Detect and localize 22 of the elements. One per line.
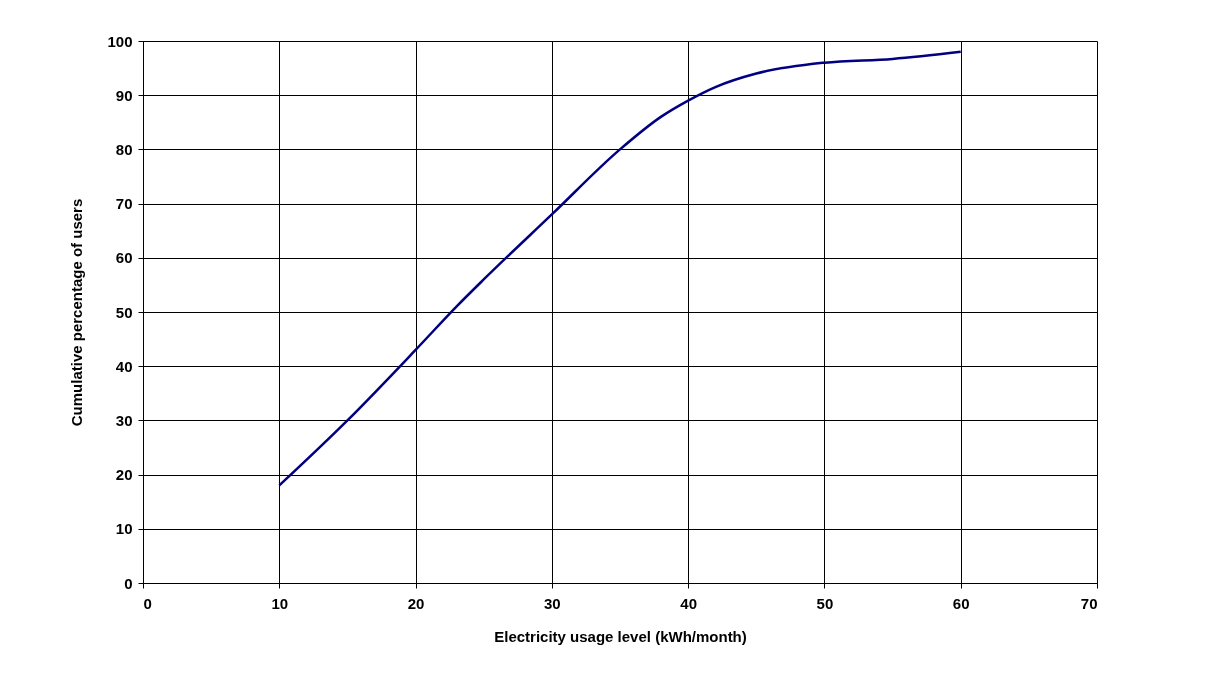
x-tick-label: 0 xyxy=(143,594,152,612)
x-tick-label: 10 xyxy=(271,594,289,612)
y-tick-label: 20 xyxy=(115,466,133,484)
y-tick-label: 100 xyxy=(107,32,133,50)
line-series xyxy=(278,50,962,487)
y-axis-title: Cumulative percentage of users xyxy=(68,198,86,427)
x-axis-title: Electricity usage level (kWh/month) xyxy=(494,627,747,645)
y-tick-label: 90 xyxy=(115,86,133,104)
y-tick-label: 50 xyxy=(115,303,133,321)
x-tick-label: 30 xyxy=(544,594,561,612)
y-tick-label: 40 xyxy=(115,357,133,375)
y-tick-label: 30 xyxy=(115,411,133,429)
y-tick-label: 60 xyxy=(115,249,133,267)
x-tick-label: 60 xyxy=(952,594,970,612)
y-tick-label: 0 xyxy=(124,574,133,592)
y-tick-label: 80 xyxy=(115,140,133,158)
y-tick-label: 10 xyxy=(115,520,133,538)
x-tick-label: 70 xyxy=(1080,594,1098,612)
x-tick-label: 20 xyxy=(407,594,425,612)
x-tick-label: 50 xyxy=(816,594,834,612)
x-tick-label: 40 xyxy=(680,594,697,612)
y-tick-label: 70 xyxy=(115,195,133,213)
